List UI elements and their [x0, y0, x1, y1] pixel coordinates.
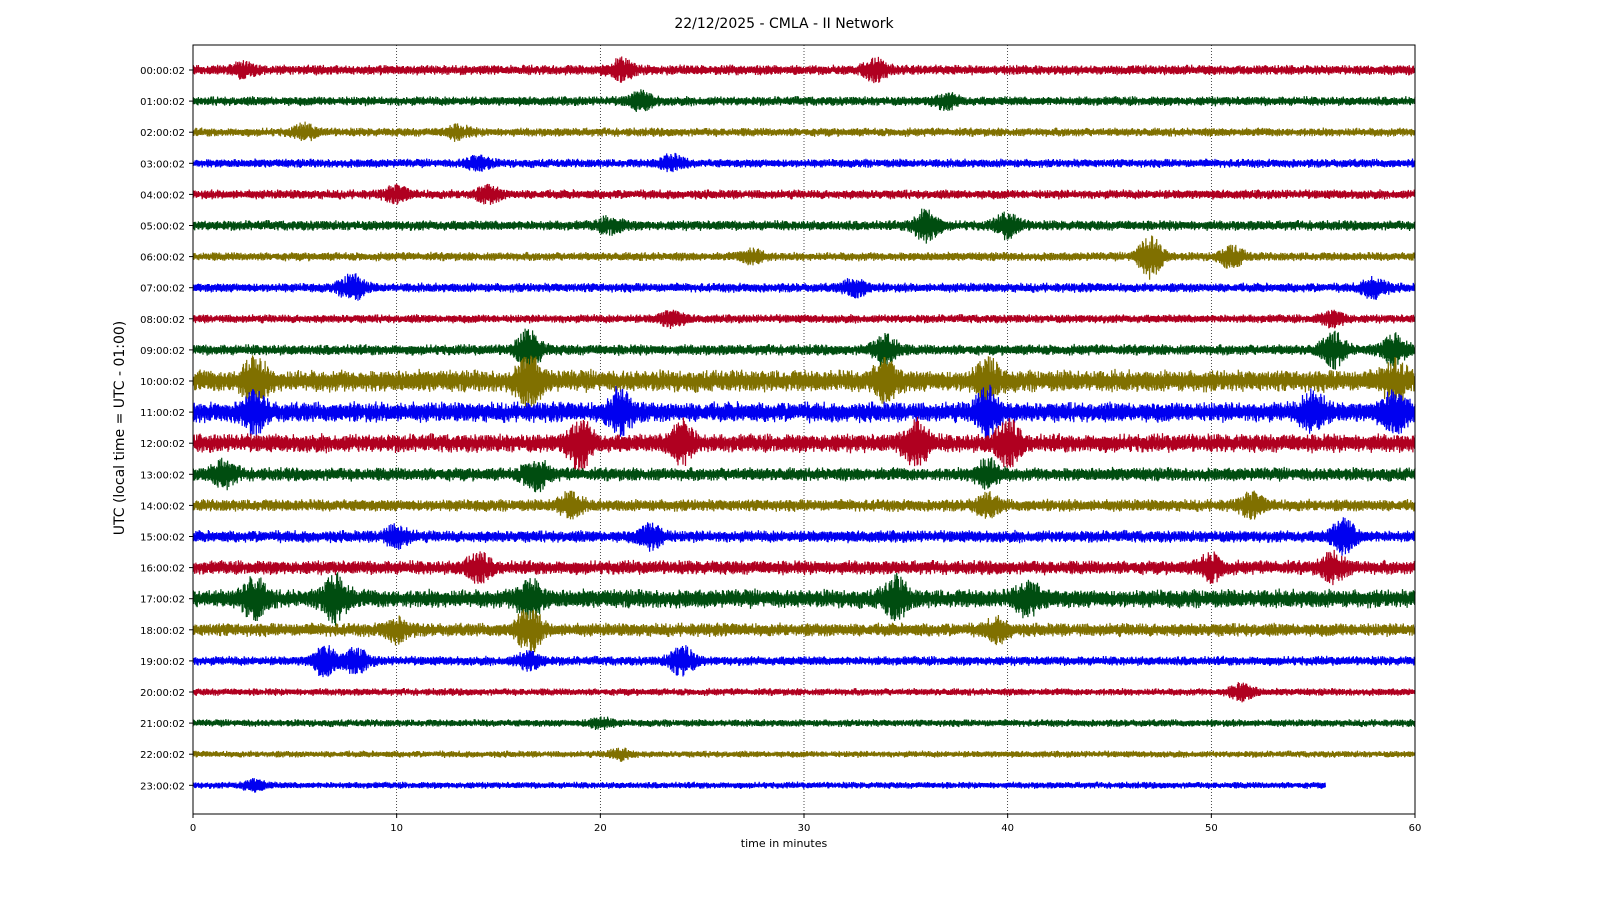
trace-line	[192, 183, 1416, 205]
plot-frame	[192, 44, 1416, 815]
trace-line	[192, 384, 1416, 442]
trace-line	[192, 645, 1416, 678]
x-tick-label: 30	[798, 823, 811, 834]
y-tick-label: 02:00:02	[140, 128, 185, 139]
y-tick-label: 13:00:02	[140, 470, 185, 481]
trace-line	[192, 490, 1416, 520]
y-tick-label: 08:00:02	[140, 315, 185, 326]
y-tick-label: 22:00:02	[140, 750, 185, 761]
trace-line	[192, 609, 1416, 656]
trace-line	[192, 235, 1416, 280]
y-tick-label: 01:00:02	[140, 97, 185, 108]
trace-line	[192, 56, 1416, 84]
y-axis-label: UTC (local time = UTC - 01:00)	[112, 321, 128, 536]
trace-line	[192, 208, 1416, 244]
y-tick-label: 06:00:02	[140, 253, 185, 264]
y-tick-label: 11:00:02	[140, 408, 185, 419]
tick-layer: 0 10 20 30 40 50 60 00:00:02 01:00:02 02:00:02 03:…	[140, 66, 1421, 834]
y-tick-label: 07:00:02	[140, 284, 185, 295]
trace-line	[192, 716, 1416, 731]
y-tick-label: 18:00:02	[140, 626, 185, 637]
trace-line	[192, 747, 1416, 762]
x-tick-label: 0	[190, 823, 196, 834]
y-tick-label: 16:00:02	[140, 564, 185, 575]
trace-line	[192, 682, 1416, 703]
y-tick-label: 04:00:02	[140, 190, 185, 201]
trace-line	[192, 355, 1416, 409]
y-tick-label: 12:00:02	[140, 439, 185, 450]
y-tick-label: 03:00:02	[140, 159, 185, 170]
x-tick-label: 60	[1409, 823, 1422, 834]
grid-lines	[396, 45, 1212, 814]
y-tick-label: 20:00:02	[140, 688, 185, 699]
chart-title: 22/12/2025 - CMLA - II Network	[674, 16, 894, 32]
trace-line	[192, 572, 1416, 627]
y-tick-label: 17:00:02	[140, 595, 185, 606]
x-tick-label: 40	[1001, 823, 1014, 834]
trace-line	[192, 517, 1416, 556]
trace-line	[192, 152, 1416, 173]
trace-line	[192, 457, 1416, 493]
trace-line	[192, 121, 1416, 142]
trace-line	[192, 549, 1416, 586]
x-tick-label: 20	[594, 823, 607, 834]
trace-line	[192, 416, 1416, 471]
trace-line	[192, 309, 1416, 330]
y-tick-label: 09:00:02	[140, 346, 185, 357]
trace-layer	[192, 56, 1416, 793]
trace-line	[192, 328, 1416, 372]
y-tick-label: 23:00:02	[140, 781, 185, 792]
trace-line	[192, 89, 1416, 113]
trace-line	[192, 778, 1326, 793]
y-tick-label: 14:00:02	[140, 501, 185, 512]
x-tick-label: 50	[1205, 823, 1218, 834]
y-tick-label: 00:00:02	[140, 66, 185, 77]
y-tick-label: 21:00:02	[140, 719, 185, 730]
x-axis-label: time in minutes	[741, 837, 828, 850]
y-tick-label: 15:00:02	[140, 533, 185, 544]
y-tick-label: 19:00:02	[140, 657, 185, 668]
y-tick-label: 05:00:02	[140, 222, 185, 233]
x-tick-label: 10	[390, 823, 403, 834]
y-tick-label: 10:00:02	[140, 377, 185, 388]
trace-line	[192, 273, 1416, 301]
